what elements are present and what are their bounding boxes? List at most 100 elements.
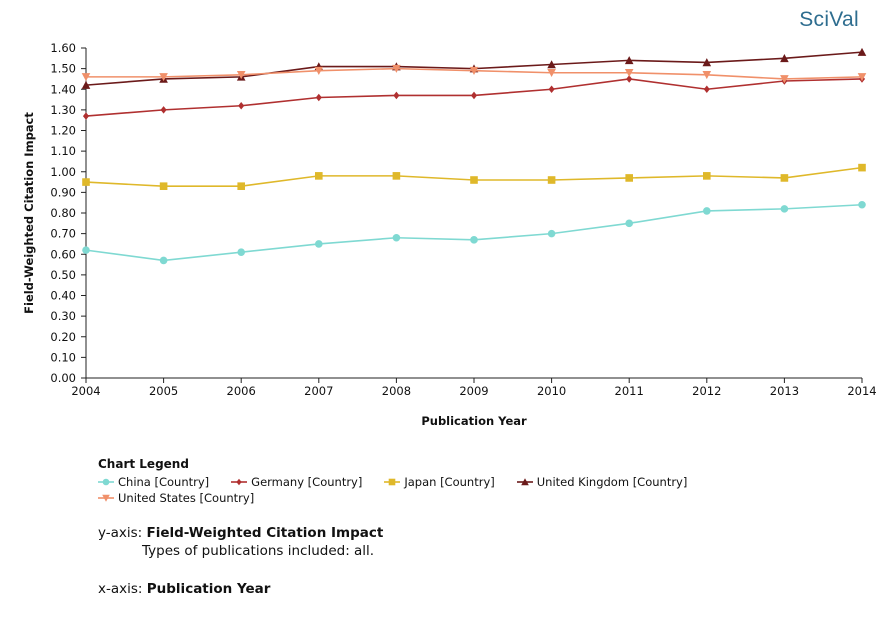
x-tick-label: 2004 [71, 384, 100, 398]
data-point-japan-country [237, 182, 245, 190]
data-point-china-country [858, 200, 866, 209]
y-tick-label: 0.20 [50, 330, 76, 344]
legend-item-china-country[interactable]: China [Country] [98, 474, 209, 490]
data-point-united-kingdom-country [624, 56, 634, 65]
legend-items: China [Country] Germany [Country] Japan [C… [98, 474, 798, 506]
data-point-united-kingdom-country [547, 60, 556, 69]
y-axis-prefix: y-axis: [98, 525, 143, 541]
x-tick-label: 2005 [149, 384, 178, 398]
legend-marker [236, 478, 242, 486]
y-tick-label: 0.50 [50, 268, 76, 282]
data-point-japan-country [547, 176, 556, 184]
x-axis-name: Publication Year [146, 581, 271, 597]
data-point-germany-country [626, 75, 633, 83]
legend-marker [520, 478, 529, 486]
data-point-united-kingdom-country [81, 80, 91, 89]
y-tick-label: 0.80 [50, 206, 76, 220]
data-point-china-country [159, 256, 168, 265]
y-axis-title: Field-Weighted Citation Impact [22, 112, 36, 314]
data-point-china-country [315, 240, 323, 248]
y-tick-label: 0.70 [50, 227, 76, 241]
data-point-germany-country [548, 85, 555, 94]
data-point-united-states-country [159, 73, 168, 82]
publication-types-note: Types of publications included: all. [142, 543, 375, 559]
x-axis-title: Publication Year [421, 414, 527, 428]
y-tick-label: 1.50 [50, 62, 76, 76]
data-point-germany-country [82, 112, 90, 120]
data-point-china-country [547, 229, 556, 238]
series-china-country [82, 200, 866, 265]
data-point-united-kingdom-country [780, 54, 789, 63]
data-point-japan-country [625, 174, 633, 182]
line-chart: 0.00 0.10 0.20 0.30 0.40 0.50 0.60 0.70 0.80 0.90… [22, 41, 877, 428]
data-point-united-states-country [469, 66, 479, 75]
data-point-china-country [703, 207, 711, 215]
data-point-united-kingdom-country [702, 58, 712, 67]
x-tick-label: 2010 [537, 384, 566, 398]
series-united-states-country [81, 64, 867, 84]
legend-item-germany-country[interactable]: Germany [Country] [231, 474, 362, 490]
y-tick-label: 1.60 [50, 41, 76, 55]
data-point-china-country [780, 205, 789, 213]
legend-title: Chart Legend [98, 457, 189, 471]
x-tick-label: 2012 [692, 384, 721, 398]
y-tick-label: 1.30 [50, 103, 76, 117]
y-tick-label: 0.60 [50, 247, 76, 261]
chart-series [81, 47, 867, 265]
y-tick-label: 1.40 [50, 82, 76, 96]
scival-logo: SciVal [799, 8, 859, 31]
data-point-china-country [625, 219, 633, 228]
y-tick-label: 0.40 [50, 289, 76, 303]
y-tick-label: 1.00 [50, 165, 76, 179]
x-tick-label: 2008 [382, 384, 411, 398]
data-point-japan-country [392, 172, 401, 180]
legend-item-united-kingdom-country[interactable]: United Kingdom [Country] [516, 474, 687, 490]
data-point-united-states-country [314, 66, 324, 75]
x-tick-label: 2014 [847, 384, 876, 398]
axis-notes: y-axis: Field-Weighted Citation Impact T… [98, 525, 383, 597]
y-tick-label: 1.20 [50, 124, 76, 138]
y-axis-note: y-axis: Field-Weighted Citation Impact [98, 525, 383, 541]
data-point-germany-country [238, 101, 245, 110]
data-point-united-states-country [236, 71, 246, 80]
legend-item-japan-country[interactable]: Japan [Country] [384, 474, 495, 490]
data-point-united-states-country [857, 73, 867, 82]
legend-label: Japan [Country] [404, 475, 495, 489]
legend-item-united-states-country[interactable]: United States [Country] [98, 490, 254, 506]
legend-marker [389, 478, 396, 486]
data-point-united-states-country [81, 73, 91, 82]
data-point-japan-country [703, 172, 711, 180]
y-tick-label: 1.10 [50, 144, 76, 158]
data-point-japan-country [159, 182, 168, 190]
y-tick-label: 0.30 [50, 309, 76, 323]
data-point-japan-country [780, 174, 789, 182]
data-point-united-states-country [624, 68, 634, 78]
data-point-japan-country [82, 178, 90, 186]
data-point-germany-country [393, 91, 400, 100]
data-point-japan-country [470, 176, 478, 184]
data-point-japan-country [315, 172, 323, 180]
data-point-united-states-country [702, 71, 712, 80]
legend-swatch [231, 478, 248, 486]
legend-swatch [98, 494, 114, 502]
data-point-united-states-country [547, 68, 556, 78]
legend-swatch [516, 478, 533, 486]
data-point-germany-country [703, 85, 710, 94]
data-point-germany-country [470, 91, 478, 100]
chart-axes: 0.00 0.10 0.20 0.30 0.40 0.50 0.60 0.70 0.80 0.90… [50, 41, 876, 398]
legend-swatch [98, 478, 114, 486]
x-axis-note: x-axis: Publication Year [98, 581, 383, 597]
data-point-china-country [470, 236, 478, 244]
series-japan-country [82, 163, 866, 190]
data-point-germany-country [160, 106, 167, 114]
data-point-united-kingdom-country [857, 47, 867, 56]
data-point-united-states-country [780, 75, 789, 84]
data-point-united-states-country [392, 64, 401, 73]
chart-legend: Chart Legend China [Country] Germany [Cou… [98, 457, 798, 506]
x-tick-label: 2009 [459, 384, 488, 398]
y-axis-name: Field-Weighted Citation Impact [146, 525, 384, 541]
x-tick-label: 2013 [770, 384, 799, 398]
data-point-germany-country [315, 93, 322, 102]
legend-label: Germany [Country] [251, 475, 363, 489]
y-tick-label: 0.00 [50, 371, 76, 385]
